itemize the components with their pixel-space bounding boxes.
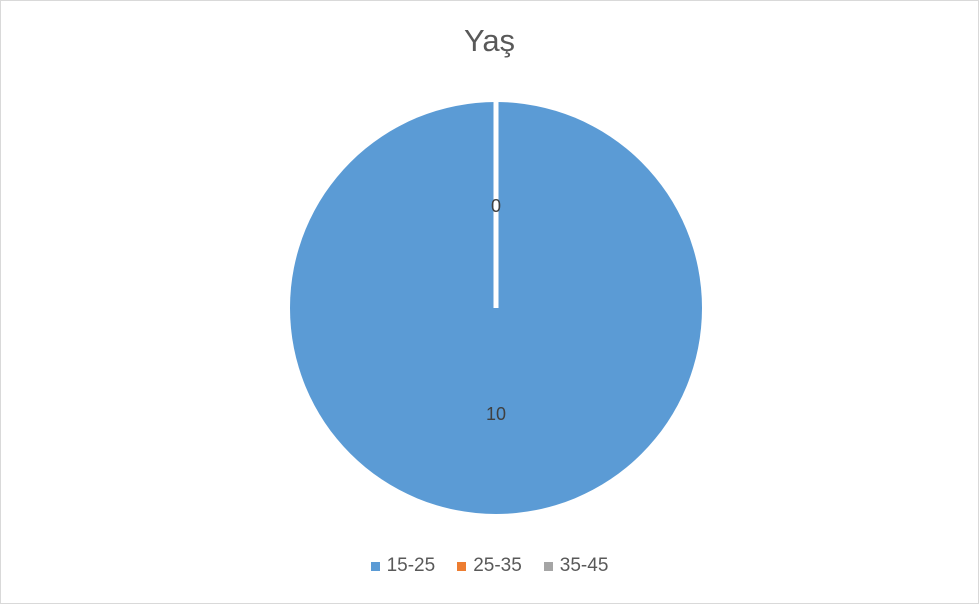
- chart-title: Yaş: [463, 23, 516, 58]
- legend-swatch: [370, 561, 380, 571]
- legend-label: 35-45: [559, 555, 609, 576]
- legend: 15-25 25-35 35-45: [1, 555, 978, 577]
- legend-swatch: [457, 561, 467, 571]
- legend-item-35-45: 35-45: [543, 555, 609, 577]
- legend-item-15-25: 15-25: [370, 555, 436, 577]
- legend-item-25-35: 25-35: [457, 555, 522, 577]
- legend-label: 25-35: [473, 555, 522, 576]
- data-label-1: 0: [491, 196, 501, 216]
- legend-swatch: [543, 561, 553, 571]
- legend-label: 15-25: [386, 555, 436, 576]
- data-label-0: 10: [486, 404, 506, 424]
